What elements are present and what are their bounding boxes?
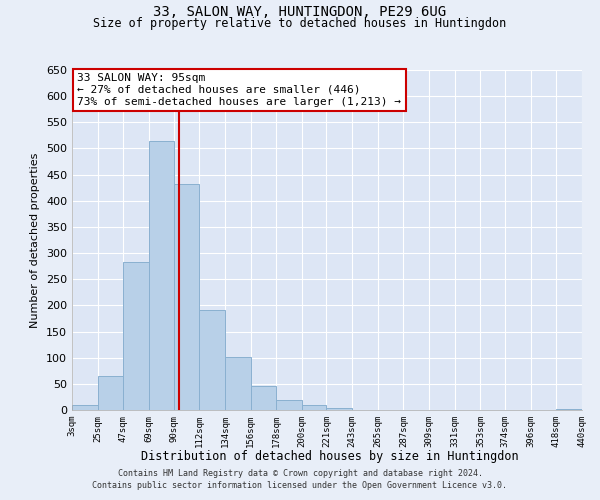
Text: Contains HM Land Registry data © Crown copyright and database right 2024.: Contains HM Land Registry data © Crown c… [118,468,482,477]
Bar [72,405,98,410]
Bar [251,386,276,410]
Text: Contains public sector information licensed under the Open Government Licence v3: Contains public sector information licen… [92,481,508,490]
Text: 33 SALON WAY: 95sqm
← 27% of detached houses are smaller (446)
73% of semi-detac: 33 SALON WAY: 95sqm ← 27% of detached ho… [77,74,401,106]
Bar [149,140,173,410]
Bar [225,356,251,410]
Bar [124,262,149,410]
Bar [98,376,124,410]
Bar [199,310,225,410]
Bar [556,409,582,410]
Bar [302,405,326,410]
Text: Size of property relative to detached houses in Huntingdon: Size of property relative to detached ho… [94,18,506,30]
Bar [326,408,352,410]
Y-axis label: Number of detached properties: Number of detached properties [31,152,40,328]
Text: Distribution of detached houses by size in Huntingdon: Distribution of detached houses by size … [141,450,519,463]
Bar [276,400,302,410]
Text: 33, SALON WAY, HUNTINGDON, PE29 6UG: 33, SALON WAY, HUNTINGDON, PE29 6UG [154,5,446,19]
Bar [173,184,199,410]
